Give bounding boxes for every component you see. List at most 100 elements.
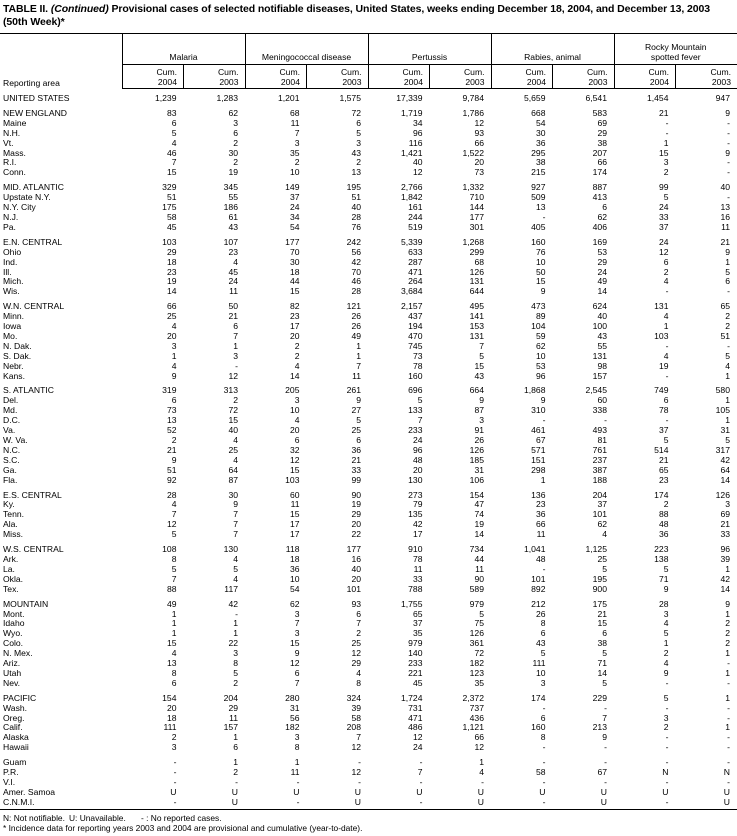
value-cell: 18 — [166, 256, 177, 267]
table-row: Wyo. 1 1 3 2 35 126 6 6 5 2 — [0, 628, 737, 639]
value-cell: 5 — [540, 648, 546, 659]
reporting-area-cell: Hawaii — [3, 742, 29, 753]
value-cell: 24 — [412, 742, 423, 753]
value-cell: 130 — [223, 544, 238, 555]
value-cell: 29 — [166, 246, 177, 257]
value-cell: 1 — [663, 638, 669, 649]
value-cell: - — [727, 117, 730, 128]
value-cell: 1,724 — [400, 692, 423, 703]
value-cell: 72 — [474, 648, 484, 659]
table-row: NEW ENGLAND 83 62 68 72 1,719 1,786 668 583 21 9 — [0, 108, 737, 119]
value-cell: 6 — [725, 276, 730, 287]
subcolumn-header: Cum. 2004 — [244, 64, 307, 89]
value-cell: 33 — [351, 464, 361, 475]
value-cell: U — [183, 797, 245, 810]
reporting-area-cell: Colo. — [3, 638, 24, 649]
reporting-area-cell: Ohio — [3, 246, 22, 257]
reporting-area-cell: Mich. — [3, 276, 24, 287]
value-cell: 4 — [171, 360, 177, 371]
value-cell: 1 — [171, 350, 177, 361]
table-row: Tex. 88 117 54 101 788 589 892 900 9 14 — [0, 583, 737, 595]
table-row: Guam - 1 1 - - 1 - - - - — [0, 757, 737, 768]
legend-not-notifiable: N: Not notifiable. — [3, 813, 65, 823]
reporting-area-cell: Mo. — [3, 330, 18, 341]
value-cell: 10 — [535, 350, 546, 361]
value-cell: 14 — [474, 529, 484, 540]
value-cell: 2 — [356, 157, 361, 168]
value-cell: 76 — [535, 246, 546, 257]
value-cell: 887 — [592, 182, 607, 193]
value-cell: 3 — [233, 648, 238, 659]
value-cell: 6 — [294, 667, 300, 678]
value-cell: - — [235, 608, 238, 619]
value-cell: 1 — [540, 474, 546, 485]
title-continued: (Continued) — [50, 3, 109, 15]
value-cell: 126 — [715, 489, 730, 500]
value-cell: U — [416, 786, 423, 797]
value-cell: 11 — [290, 117, 300, 128]
value-cell: 15 — [289, 286, 300, 297]
value-cell: U — [293, 786, 300, 797]
value-cell: 43 — [535, 638, 546, 649]
table-row: N.C. 21 25 32 36 96 126 571 761 514 317 — [0, 444, 737, 456]
value-cell: 2 — [233, 395, 238, 406]
value-cell: - — [368, 797, 430, 810]
table-row: Ohio 29 23 70 56 633 299 76 53 12 9 — [0, 246, 737, 258]
value-cell: 25 — [351, 638, 361, 649]
value-cell: 2 — [171, 732, 177, 743]
reporting-area-cell: Idaho — [3, 618, 25, 629]
value-cell: 58 — [351, 712, 361, 723]
header-group-row: Reporting area Malaria Meningococcal dis… — [0, 33, 737, 89]
value-cell: 6 — [171, 677, 177, 688]
subcolumn-label: Cum. — [402, 67, 423, 77]
value-cell: 461 — [531, 425, 546, 436]
table-row: Pa. 45 43 54 76 519 301 405 406 37 11 — [0, 222, 737, 233]
value-cell: 6,541 — [585, 93, 607, 103]
value-cell: 14 — [720, 583, 730, 594]
value-cell: - — [727, 742, 730, 753]
value-cell: - — [604, 702, 607, 713]
value-cell: 111 — [163, 722, 177, 733]
value-cell: 471 — [408, 266, 423, 277]
value-cell: 1,755 — [400, 598, 423, 609]
value-cell: 223 — [654, 544, 669, 555]
value-cell: - — [727, 286, 730, 297]
table-row: Miss. 5 7 17 22 17 14 11 4 36 33 — [0, 529, 737, 540]
value-cell: 60 — [289, 489, 300, 500]
legend-no-cases: - : No reported cases. — [141, 813, 222, 823]
value-cell: - — [604, 757, 607, 768]
value-cell: 195 — [346, 182, 361, 193]
table-row: S.C. 9 4 12 21 48 185 151 237 21 42 — [0, 455, 737, 466]
value-cell: 9 — [725, 246, 730, 257]
value-cell: - — [235, 777, 238, 787]
table-row: N. Dak. 3 1 2 1 745 7 62 55 - - — [0, 341, 737, 352]
value-cell: 2 — [233, 157, 238, 168]
subcolumn-label: Cum. — [217, 67, 239, 77]
value-cell: 177 — [469, 211, 484, 222]
value-cell: 48 — [658, 519, 669, 530]
value-cell: 7 — [356, 360, 361, 371]
reporting-area-cell: Tex. — [3, 583, 19, 594]
value-cell: - — [727, 712, 730, 723]
value-cell: 43 — [597, 330, 607, 341]
subcolumn-header: Cum. 2003 — [552, 64, 614, 89]
value-cell: - — [727, 157, 730, 168]
value-cell: 49 — [166, 598, 177, 609]
reporting-area-cell: Wyo. — [3, 628, 23, 639]
value-cell: 1 — [725, 667, 730, 678]
value-cell: 1 — [725, 370, 730, 381]
value-cell: 32 — [289, 444, 300, 455]
value-cell: 6 — [233, 127, 238, 138]
value-cell: 12 — [228, 370, 238, 381]
subcolumn-year: 2004 — [157, 77, 177, 87]
value-cell: 204 — [223, 692, 238, 703]
value-cell: - — [542, 415, 546, 426]
value-cell: 23 — [166, 266, 177, 277]
value-cell: 2 — [663, 648, 669, 659]
value-cell: 437 — [408, 311, 423, 322]
value-cell: 96 — [412, 444, 423, 455]
value-cell: 17 — [289, 321, 300, 332]
value-cell: 169 — [592, 236, 607, 247]
value-cell: 20 — [351, 519, 361, 530]
value-cell: 324 — [346, 692, 361, 703]
